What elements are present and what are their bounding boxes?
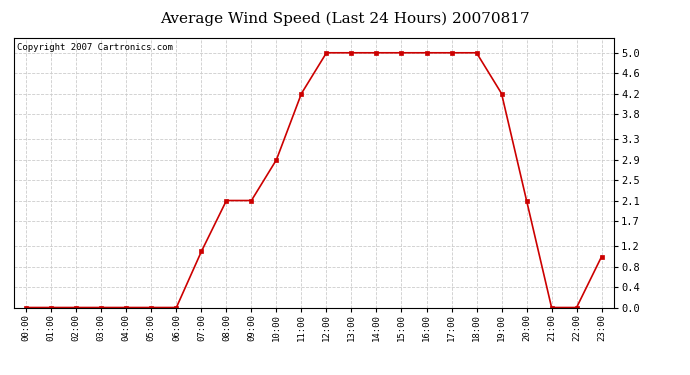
Text: Average Wind Speed (Last 24 Hours) 20070817: Average Wind Speed (Last 24 Hours) 20070… [160, 11, 530, 26]
Text: Copyright 2007 Cartronics.com: Copyright 2007 Cartronics.com [17, 43, 172, 52]
